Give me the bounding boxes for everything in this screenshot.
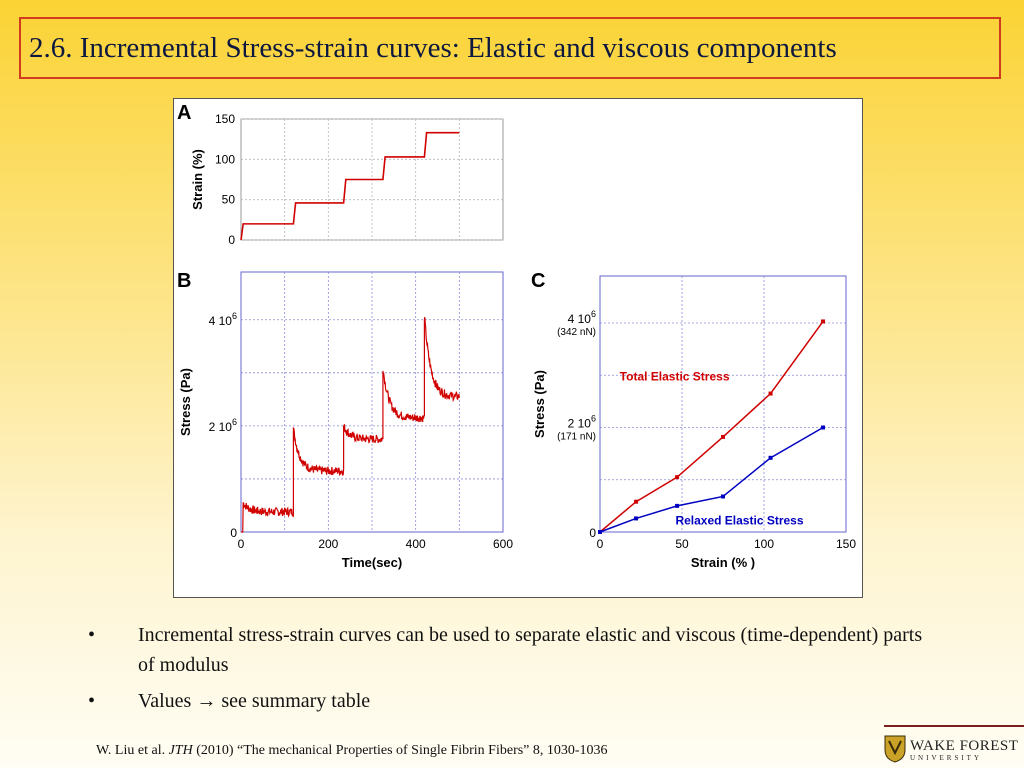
y-tick-label-b: 4 106 (209, 311, 237, 328)
bullet-text: Values → see summary table (138, 690, 371, 712)
x-tick-label-b: 0 (238, 537, 245, 551)
x-axis-label-b: Time(sec) (342, 555, 402, 570)
y-tick-label-c: 4 106 (568, 309, 596, 326)
series-line-total (599, 321, 824, 533)
y-tick-label-c: 0 (589, 526, 596, 540)
bullet-marker: • (88, 624, 96, 646)
y-tick-label-a: 100 (215, 152, 235, 166)
y-tick-label-b: 0 (230, 526, 237, 540)
panel-letter-c: C (531, 270, 545, 292)
y-axis-label-a: Strain (%) (190, 149, 205, 210)
y-tick-note-c: (342 nN) (557, 327, 596, 338)
x-axis-label-c: Strain (% ) (691, 555, 755, 570)
y-tick-label-a: 50 (222, 193, 236, 207)
data-point-relaxed (598, 530, 602, 534)
data-point-relaxed (821, 425, 826, 430)
series-label-total: Total Elastic Stress (620, 369, 730, 383)
slide-title-text: 2.6. Incremental Stress-strain curves: E… (29, 31, 837, 64)
x-tick-label-c: 0 (597, 537, 604, 551)
y-axis-label-b: Stress (Pa) (178, 368, 193, 436)
citation-prefix: W. Liu et al. (96, 743, 169, 758)
citation-suffix: (2010) “The mechanical Properties of Sin… (192, 743, 608, 758)
figure-svg: A 0 50 100 150 Strain (%) B 0 200 400 600 0 2 106 4 1… (177, 102, 856, 570)
data-point-relaxed (634, 516, 639, 521)
bullet-marker: • (88, 690, 96, 712)
x-tick-label-b: 200 (318, 537, 338, 551)
y-tick-label-a: 0 (228, 233, 235, 247)
x-tick-label-b: 400 (406, 537, 426, 551)
y-tick-label-a: 150 (215, 112, 235, 126)
x-tick-label-c: 100 (754, 537, 774, 551)
bullet-text: Incremental stress-strain curves can be … (138, 624, 923, 676)
plot-frame-c (599, 275, 847, 533)
panel-letter-a: A (177, 102, 191, 124)
logo-line2: UNIVERSITY (910, 754, 982, 762)
data-point-total (768, 391, 773, 396)
x-tick-label-b: 600 (493, 537, 513, 551)
citation: W. Liu et al. JTH (2010) “The mechanical… (96, 743, 608, 759)
y-tick-label-c: 2 106 (568, 414, 596, 431)
data-point-relaxed (675, 503, 680, 508)
series-line-relaxed (599, 426, 824, 533)
figure-panel: A 0 50 100 150 Strain (%) B 0 200 400 600 0 2 106 4 1… (173, 98, 863, 598)
y-tick-label-b: 2 106 (209, 417, 237, 434)
y-tick-note-c: (171 nN) (557, 432, 596, 443)
logo-divider (884, 725, 1024, 727)
data-point-total (821, 319, 826, 324)
data-point-total (634, 499, 639, 504)
data-point-total (721, 434, 725, 439)
data-point-total (675, 475, 680, 480)
strain-step-line (240, 131, 460, 241)
panel-letter-b: B (177, 270, 191, 292)
bullet-item: • Values → see summary table (88, 686, 928, 716)
x-tick-label-c: 50 (675, 537, 689, 551)
citation-journal: JTH (168, 743, 193, 758)
shield-icon (884, 735, 906, 763)
slide-title: 2.6. Incremental Stress-strain curves: E… (19, 17, 1001, 79)
data-point-relaxed (768, 455, 773, 460)
x-tick-label-c: 150 (836, 537, 856, 551)
university-logo: WAKE FOREST UNIVERSITY (884, 735, 1024, 765)
bullet-list: • Incremental stress-strain curves can b… (88, 620, 928, 722)
y-axis-label-c: Stress (Pa) (532, 370, 547, 438)
bullet-item: • Incremental stress-strain curves can b… (88, 620, 928, 680)
series-label-relaxed: Relaxed Elastic Stress (675, 514, 803, 528)
logo-line1: WAKE FOREST (910, 738, 1019, 754)
data-point-relaxed (721, 494, 725, 499)
stress-relaxation-trace (241, 317, 460, 533)
